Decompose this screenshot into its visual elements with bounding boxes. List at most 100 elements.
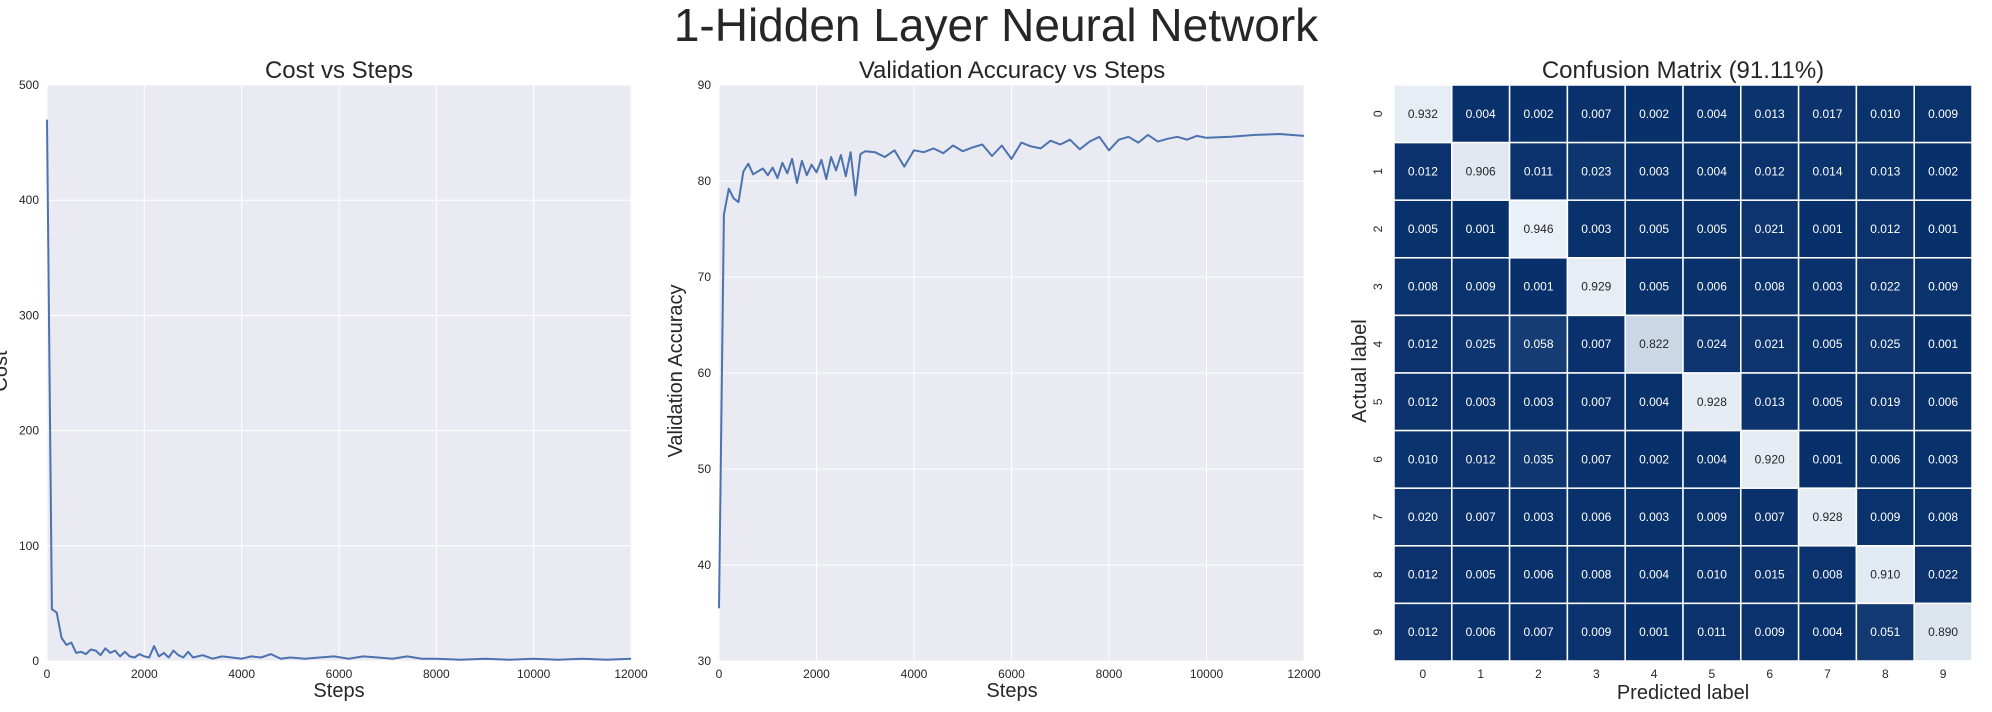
matrix-cell [1682,602,1742,662]
matrix-cell-label: 0.006 [1870,452,1900,466]
matrix-cell-label: 0.011 [1697,625,1726,639]
matrix-cell [1451,141,1511,201]
matrix-cell [1624,141,1684,201]
accuracy-chart-y-tick-label: 80 [698,174,712,188]
matrix-cell-label: 0.004 [1697,452,1727,466]
matrix-cell [1451,429,1511,489]
matrix-cell-label: 0.929 [1581,280,1611,294]
matrix-cell-label: 0.932 [1408,107,1438,121]
matrix-cell-label: 0.005 [1466,568,1496,582]
matrix-cell-label: 0.051 [1870,625,1900,639]
matrix-cell [1508,429,1569,489]
matrix-cell [1797,372,1858,432]
matrix-cell [1797,487,1858,547]
matrix-cell-label: 0.012 [1408,568,1438,582]
matrix-cell [1393,602,1453,662]
matrix-cell [1393,199,1453,259]
matrix-cell [1508,84,1569,144]
matrix-cell-label: 0.009 [1697,510,1727,524]
matrix-cell [1451,545,1511,605]
matrix-cell-label: 0.004 [1639,568,1669,582]
accuracy-chart-y-tick-label: 30 [698,654,712,668]
accuracy-chart-x-tick-label: 2000 [803,667,830,681]
matrix-cell [1797,602,1858,662]
matrix-cell [1624,429,1684,489]
matrix-cell [1913,545,1973,605]
cost-chart-x-tick-label: 8000 [423,667,450,681]
cost-chart-y-tick-label: 0 [32,654,39,668]
confusion-matrix-title: Confusion Matrix (91.11%) [1542,57,1824,84]
matrix-cell [1913,602,1973,662]
matrix-cell-label: 0.013 [1755,107,1785,121]
matrix-cell-label: 0.015 [1755,568,1785,582]
cost-chart-series-line [46,119,632,661]
matrix-cell [1740,372,1800,432]
matrix-cell [1624,314,1684,374]
confusion-matrix-y-tick-label: 7 [1371,513,1385,520]
matrix-cell-label: 0.005 [1639,222,1669,236]
matrix-cell-label: 0.003 [1928,452,1958,466]
matrix-cell-label: 0.009 [1466,280,1496,294]
cost-chart-x-tick-label: 2000 [131,667,158,681]
matrix-cell-label: 0.020 [1408,510,1438,524]
matrix-cell [1393,141,1453,201]
matrix-cell [1624,487,1684,547]
cost-chart-y-tick-label: 400 [19,193,39,207]
accuracy-chart-x-tick-label: 6000 [998,667,1025,681]
confusion-matrix-x-tick-label: 7 [1824,667,1831,681]
matrix-cell-label: 0.014 [1812,164,1842,178]
matrix-cell-label: 0.005 [1408,222,1438,236]
accuracy-chart-y-tick-label: 40 [698,558,712,572]
confusion-matrix-x-tick-label: 2 [1535,667,1542,681]
matrix-cell-label: 0.021 [1755,222,1785,236]
matrix-cell [1855,429,1915,489]
cost-chart-xlabel: Steps [313,680,364,702]
matrix-cell [1913,372,1973,432]
matrix-cell-label: 0.001 [1928,337,1958,351]
matrix-cell [1566,372,1626,432]
matrix-cell-label: 0.022 [1928,568,1958,582]
matrix-cell-label: 0.920 [1755,452,1785,466]
matrix-cell-label: 0.012 [1755,164,1785,178]
matrix-cell [1740,545,1800,605]
matrix-cell [1624,372,1684,432]
cost-chart-ylabel: Cost [0,350,12,392]
matrix-cell-label: 0.006 [1581,510,1611,524]
matrix-cell [1682,141,1742,201]
accuracy-chart-x-tick-label: 10000 [1190,667,1224,681]
matrix-cell [1797,545,1858,605]
matrix-cell [1682,429,1742,489]
matrix-cell-label: 0.007 [1466,510,1496,524]
matrix-cell-label: 0.009 [1755,625,1785,639]
matrix-cell-label: 0.005 [1639,280,1669,294]
matrix-cell-label: 0.003 [1639,164,1669,178]
confusion-matrix-y-tick-label: 6 [1371,456,1385,463]
matrix-cell-label: 0.004 [1466,107,1496,121]
matrix-cell-label: 0.004 [1697,107,1727,121]
confusion-matrix-y-tick-label: 1 [1371,168,1385,175]
matrix-cell-label: 0.010 [1870,107,1900,121]
matrix-cell [1797,429,1858,489]
matrix-cell-label: 0.035 [1523,452,1553,466]
matrix-cell [1740,314,1800,374]
matrix-cell [1740,199,1800,259]
matrix-cell-label: 0.002 [1928,164,1958,178]
confusion-matrix: Confusion Matrix (91.11%) Predicted labe… [1349,57,1973,704]
matrix-cell-label: 0.003 [1466,395,1496,409]
matrix-cell-label: 0.023 [1581,164,1611,178]
accuracy-chart-y-tick-label: 70 [698,270,712,284]
matrix-cell-label: 0.001 [1523,280,1553,294]
cost-chart-x-tick-label: 0 [44,667,51,681]
matrix-cell-label: 0.007 [1581,395,1611,409]
matrix-cell-label: 0.009 [1870,510,1900,524]
matrix-cell [1624,84,1684,144]
matrix-cell-label: 0.012 [1870,222,1900,236]
matrix-cell-label: 0.007 [1581,337,1611,351]
matrix-cell [1913,84,1973,144]
accuracy-chart-y-tick-label: 50 [698,462,712,476]
matrix-cell-label: 0.012 [1466,452,1496,466]
figure-suptitle: 1-Hidden Layer Neural Network [674,0,1319,51]
matrix-cell [1624,602,1684,662]
matrix-cell [1393,84,1453,144]
